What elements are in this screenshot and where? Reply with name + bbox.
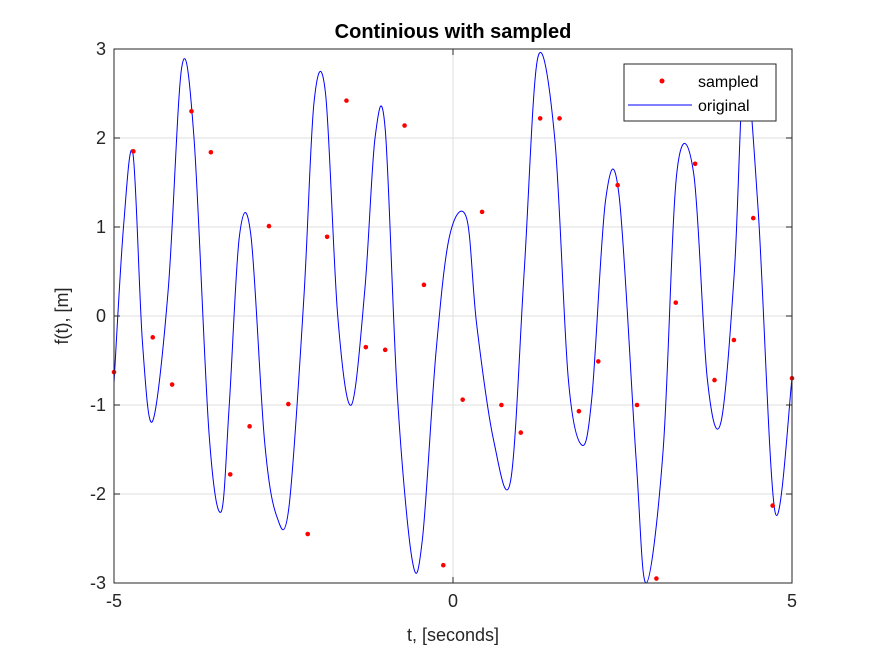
tick-labels: -5 0 5 -3 -2 -1 0 1 2 3 — [90, 39, 797, 611]
y-axis-label: f(t), [m] — [52, 288, 72, 345]
y-tick-label: 2 — [96, 128, 106, 148]
sampled-point — [537, 116, 543, 121]
legend-marker-sampled — [659, 78, 665, 84]
sampled-point — [770, 503, 775, 508]
sampled-point — [634, 402, 640, 408]
y-tick-label: 3 — [96, 39, 106, 59]
sampled-point — [247, 424, 252, 429]
sampled-point — [595, 359, 601, 364]
x-tick-label: 5 — [787, 591, 797, 611]
y-tick-label: -3 — [90, 573, 106, 593]
sampled-point — [499, 402, 504, 408]
original-series — [113, 51, 793, 584]
sampled-point — [712, 377, 717, 383]
sampled-point — [324, 234, 330, 240]
sampled-point — [227, 472, 233, 477]
sampled-series — [111, 98, 795, 581]
sampled-point — [557, 116, 562, 121]
legend-label-original: original — [698, 98, 750, 115]
sampled-point — [150, 335, 156, 340]
sampled-point — [208, 149, 214, 155]
sampled-point — [189, 109, 194, 114]
sampled-point — [286, 401, 291, 407]
sampled-point — [344, 98, 349, 103]
sampled-point — [131, 149, 136, 154]
legend-label-sampled: sampled — [698, 74, 758, 91]
original-line — [113, 51, 793, 584]
sampled-point — [731, 337, 737, 343]
sampled-point — [654, 576, 659, 581]
y-tick-label: -2 — [90, 484, 106, 504]
sampled-point — [421, 282, 427, 288]
sampled-point — [479, 209, 485, 215]
x-tick-label: -5 — [106, 591, 122, 611]
x-axis-label: t, [seconds] — [407, 625, 499, 645]
sampled-point — [750, 215, 756, 221]
sampled-point — [441, 562, 446, 568]
sampled-point — [169, 382, 175, 387]
legend-box — [623, 63, 777, 122]
sampled-point — [673, 300, 679, 305]
sampled-point — [460, 397, 465, 402]
sampled-point — [363, 344, 369, 350]
y-tick-label: 0 — [96, 306, 106, 326]
chart-title: Continious with sampled — [335, 21, 572, 43]
x-tick-label: 0 — [448, 591, 458, 611]
sampled-point — [402, 123, 407, 128]
legend: sampled original — [623, 63, 777, 122]
sampled-point — [305, 531, 311, 537]
sampled-point — [382, 347, 388, 353]
sampled-point — [576, 408, 582, 414]
y-tick-label: -1 — [90, 395, 106, 415]
sampled-point — [266, 223, 272, 229]
y-tick-label: 1 — [96, 217, 106, 237]
sampled-point — [692, 161, 698, 167]
sampled-point — [615, 182, 620, 188]
ticks — [113, 48, 793, 584]
sampled-point — [518, 430, 524, 435]
